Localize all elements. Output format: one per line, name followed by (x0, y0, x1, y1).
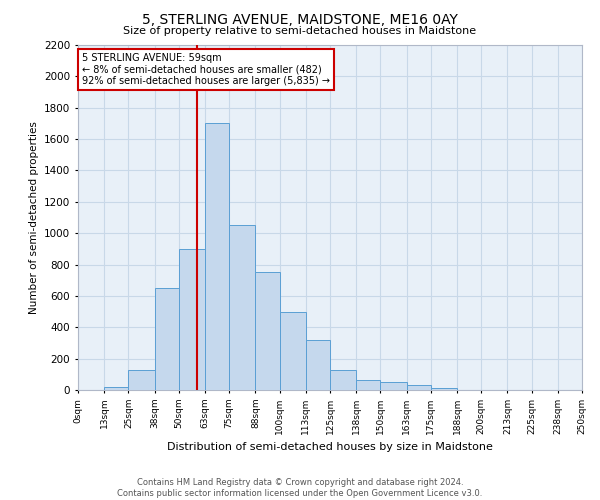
Bar (179, 249, 205, 390)
Bar (104, 387, 128, 390)
Bar (229, 226, 256, 390)
Bar (407, 384, 431, 390)
Bar (306, 340, 330, 390)
Bar (280, 312, 306, 390)
Text: Contains HM Land Registry data © Crown copyright and database right 2024.
Contai: Contains HM Land Registry data © Crown c… (118, 478, 482, 498)
X-axis label: Distribution of semi-detached houses by size in Maidstone: Distribution of semi-detached houses by … (167, 442, 493, 452)
Text: 5 STERLING AVENUE: 59sqm
← 8% of semi-detached houses are smaller (482)
92% of s: 5 STERLING AVENUE: 59sqm ← 8% of semi-de… (82, 53, 330, 86)
Bar (155, 288, 179, 390)
Text: Size of property relative to semi-detached houses in Maidstone: Size of property relative to semi-detach… (124, 26, 476, 36)
Bar (330, 370, 356, 390)
Bar (256, 272, 280, 390)
Bar (205, 124, 229, 390)
Y-axis label: Number of semi-detached properties: Number of semi-detached properties (29, 121, 38, 314)
Bar (380, 382, 407, 390)
Bar (431, 388, 457, 390)
Bar (356, 380, 380, 390)
Text: 5, STERLING AVENUE, MAIDSTONE, ME16 0AY: 5, STERLING AVENUE, MAIDSTONE, ME16 0AY (142, 12, 458, 26)
Bar (128, 370, 155, 390)
